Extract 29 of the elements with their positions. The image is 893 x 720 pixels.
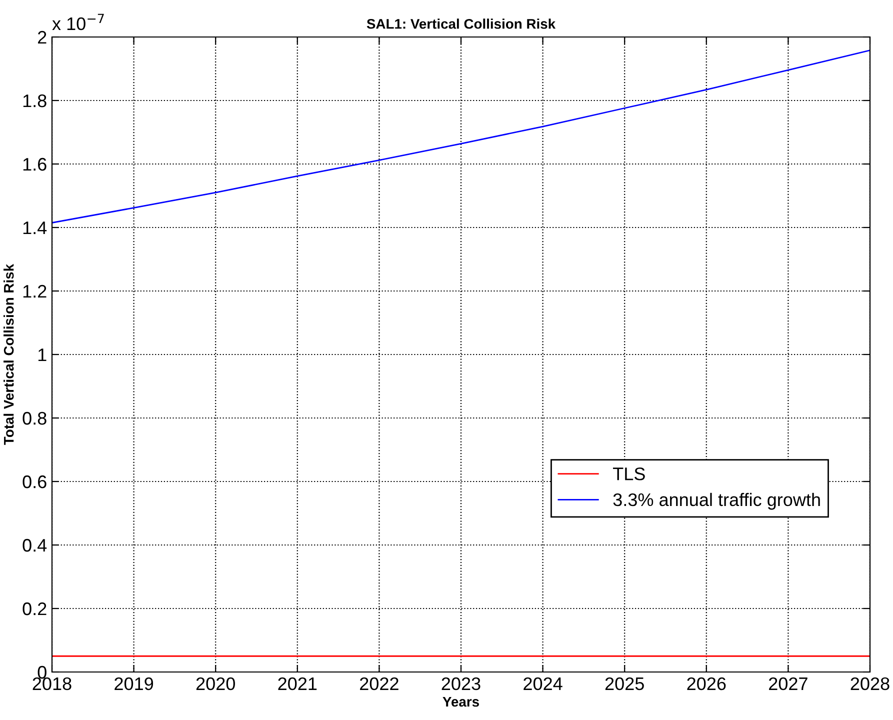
x-tick-label: 2022 [360, 677, 398, 690]
x-tick-label: 2024 [524, 677, 562, 690]
y-tick-label: 0 [38, 666, 46, 679]
legend-label: 3.3% annual traffic growth [613, 492, 820, 510]
line-series [52, 50, 870, 224]
y-tick-label: 0.6 [22, 475, 46, 488]
x-axis-title: Years [442, 696, 479, 707]
text: x 10$^{−7}$ [52, 14, 104, 30]
y-tick-label: 1.2 [23, 284, 46, 298]
y-tick-label: 1.4 [23, 222, 47, 234]
x-tick-label: 2027 [769, 677, 808, 690]
x-tick-label: 2025 [605, 677, 644, 690]
y-tick-label: 0.8 [22, 412, 46, 425]
y-axis-title: Total Vertical Collision Risk [4, 264, 14, 445]
y-tick-label: 1 [38, 348, 46, 362]
x-tick-label: 2020 [196, 677, 235, 690]
x-tick-label: 2018 [32, 677, 72, 690]
legend-label: TLS [613, 467, 645, 480]
x-tick-label: 2026 [687, 677, 726, 690]
y-tick-label: 0.2 [22, 602, 46, 616]
x-tick-label: 2019 [114, 677, 154, 690]
y-tick-label: 1.8 [23, 94, 46, 108]
y-tick-label: 2 [38, 30, 46, 44]
x-tick-label: 2021 [278, 677, 317, 690]
x-tick-label: 2023 [442, 677, 480, 690]
x-tick-label: 2028 [850, 677, 890, 690]
y-tick-label: 0.4 [22, 538, 47, 552]
chart-title: SAL1: Vertical Collision Risk [366, 18, 556, 29]
y-tick-label: 1.6 [23, 158, 46, 171]
